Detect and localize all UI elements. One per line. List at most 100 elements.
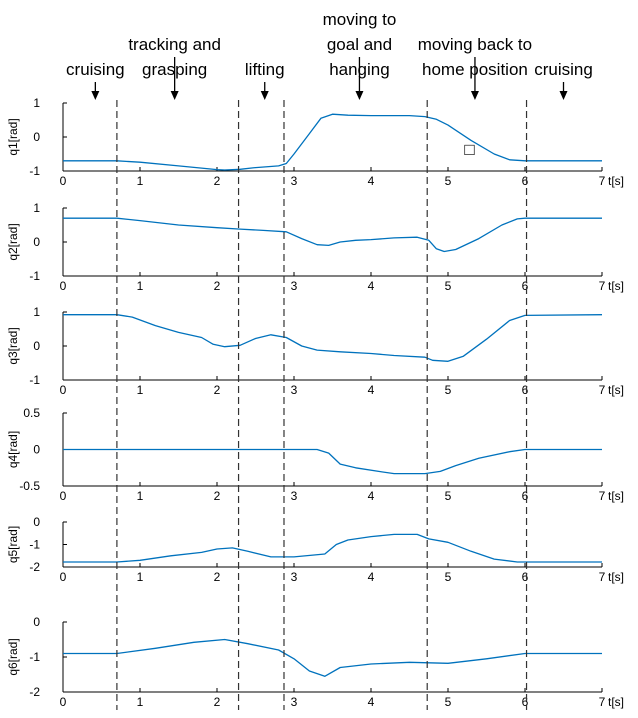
y-axis-label: q2[rad] (6, 223, 20, 260)
x-axis-unit: t[s] (608, 489, 624, 503)
y-tick-label: 0 (33, 615, 40, 629)
series-line (63, 533, 602, 563)
x-tick-label: 6 (522, 279, 529, 293)
x-tick-label: 5 (445, 489, 452, 503)
phase-arrow-head (260, 91, 269, 100)
x-tick-label: 0 (60, 383, 67, 397)
x-tick-label: 5 (445, 279, 452, 293)
y-axis-label: q5[rad] (6, 526, 20, 563)
x-tick-label: 4 (368, 174, 375, 188)
y-axis-label: q1[rad] (6, 118, 20, 155)
phase-arrow-head (470, 91, 479, 100)
phase-label: lifting (245, 60, 285, 100)
x-axis-unit: t[s] (608, 279, 624, 293)
x-tick-label: 2 (214, 383, 221, 397)
y-tick-label: 0 (33, 515, 40, 529)
series-line (63, 638, 602, 677)
y-tick-label: -1 (29, 269, 40, 283)
y-tick-label: 0 (33, 339, 40, 353)
x-tick-label: 1 (137, 489, 144, 503)
phase-label-text: moving to (323, 10, 397, 29)
panel-q1: 0 1 2 3 4 5 6 7 t[s] -1 0 1 q1[rad] □ (6, 96, 624, 188)
x-tick-label: 6 (522, 383, 529, 397)
x-tick-label: 3 (291, 174, 298, 188)
x-tick-label: 4 (368, 489, 375, 503)
x-tick-label: 3 (291, 570, 298, 584)
panel-q4: 0 1 2 3 4 5 6 7 t[s] -0.5 0 0.5q4[rad] (6, 406, 624, 503)
phase-arrow-head (170, 91, 179, 100)
x-tick-label: 0 (60, 279, 67, 293)
phase-arrow-head (559, 91, 568, 100)
phase-boundaries (116, 100, 528, 710)
x-tick-label: 7 (599, 279, 606, 293)
y-tick-label: 1 (33, 96, 40, 110)
phase-label-text: cruising (534, 60, 593, 79)
y-tick-label: 1 (33, 201, 40, 215)
panel-q6: 0 1 2 3 4 5 6 7 t[s] -2 -1 0 q6[rad] (6, 615, 624, 709)
panel-q5: 0 1 2 3 4 5 6 7 t[s] -2 -1 0 q5[rad] (6, 515, 624, 584)
series-line (63, 113, 602, 171)
phase-label: cruising (66, 60, 125, 100)
y-tick-label: 1 (33, 305, 40, 319)
y-tick-label: -2 (29, 685, 40, 699)
y-tick-label: 0.5 (23, 406, 40, 420)
series-line (63, 448, 602, 475)
x-tick-label: 1 (137, 279, 144, 293)
x-tick-label: 4 (368, 279, 375, 293)
y-axis-label: q6[rad] (6, 638, 20, 675)
x-tick-label: 5 (445, 695, 452, 709)
x-tick-label: 3 (291, 695, 298, 709)
y-tick-label: -1 (29, 650, 40, 664)
x-tick-label: 6 (522, 174, 529, 188)
x-tick-label: 2 (214, 174, 221, 188)
x-tick-label: 6 (522, 570, 529, 584)
x-axis-unit: t[s] (608, 695, 624, 709)
phase-label-text: goal and (327, 35, 392, 54)
x-tick-label: 0 (60, 489, 67, 503)
x-tick-label: 7 (599, 489, 606, 503)
series-line (63, 217, 602, 253)
x-tick-label: 4 (368, 383, 375, 397)
y-tick-label: -1 (29, 164, 40, 178)
y-tick-label: 0 (33, 130, 40, 144)
y-axis-label: q3[rad] (6, 327, 20, 364)
x-tick-label: 1 (137, 570, 144, 584)
x-tick-label: 2 (214, 279, 221, 293)
x-tick-label: 1 (137, 695, 144, 709)
x-tick-label: 0 (60, 174, 67, 188)
x-axis-unit: t[s] (608, 383, 624, 397)
x-tick-label: 1 (137, 174, 144, 188)
phase-label: cruising (534, 60, 593, 100)
x-tick-label: 3 (291, 279, 298, 293)
y-tick-label: -2 (29, 560, 40, 574)
y-tick-label: -1 (29, 538, 40, 552)
x-tick-label: 2 (214, 489, 221, 503)
phase-arrow-head (355, 91, 364, 100)
phase-arrow-head (91, 91, 100, 100)
y-tick-label: -0.5 (19, 479, 40, 493)
x-tick-label: 4 (368, 570, 375, 584)
y-tick-label: 0 (33, 443, 40, 457)
x-tick-label: 5 (445, 383, 452, 397)
x-tick-label: 7 (599, 570, 606, 584)
x-tick-label: 2 (214, 695, 221, 709)
series-line (63, 314, 603, 362)
x-axis-unit: t[s] (608, 570, 624, 584)
x-tick-label: 5 (445, 174, 452, 188)
x-tick-label: 3 (291, 383, 298, 397)
x-tick-label: 6 (522, 489, 529, 503)
phase-label-text: moving back to (418, 35, 532, 54)
x-tick-label: 2 (214, 570, 221, 584)
y-tick-label: -1 (29, 373, 40, 387)
x-tick-label: 0 (60, 695, 67, 709)
x-tick-label: 7 (599, 695, 606, 709)
x-tick-label: 4 (368, 695, 375, 709)
x-tick-label: 0 (60, 570, 67, 584)
y-tick-label: 0 (33, 235, 40, 249)
x-tick-label: 6 (522, 695, 529, 709)
panel-annotation: □ (464, 140, 474, 159)
